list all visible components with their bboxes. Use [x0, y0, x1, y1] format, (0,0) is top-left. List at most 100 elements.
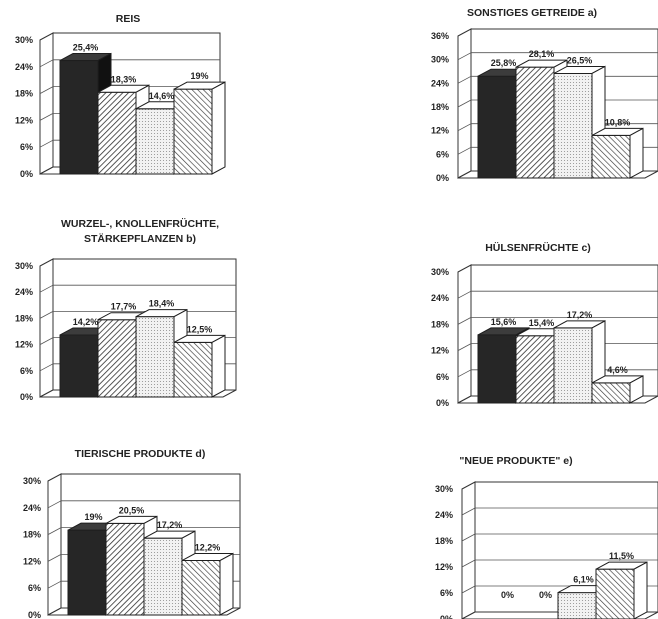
bar-chart-svg: WURZEL-, KNOLLENFRÜCHTE, STÄRKEPFLANZEN b… — [15, 217, 237, 402]
bar-value-label: 17,7% — [111, 302, 137, 312]
y-tick-label: 18% — [431, 102, 449, 112]
gridline-side — [461, 533, 476, 542]
gridline-side — [461, 585, 476, 594]
chart-side-wall — [47, 473, 62, 616]
bar — [173, 81, 226, 175]
gridline-side — [39, 59, 54, 68]
bar-value-label: 0% — [539, 590, 552, 600]
chart-title: TIERISCHE PRODUKTE d) — [75, 448, 206, 460]
y-tick-label: 12% — [15, 340, 33, 350]
gridline-side — [47, 527, 62, 535]
gridline-side — [39, 337, 54, 345]
y-tick-label: 24% — [435, 510, 453, 520]
y-tick-label: 24% — [15, 287, 33, 297]
bar-value-label: 28,1% — [529, 49, 555, 59]
y-tick-label: 0% — [440, 614, 453, 619]
bar-value-label: 12,5% — [187, 324, 213, 334]
y-tick-label: 18% — [15, 313, 33, 323]
y-tick-label: 24% — [431, 78, 449, 88]
gridline-side — [39, 284, 54, 293]
gridline-side — [39, 86, 54, 94]
y-tick-label: 36% — [431, 31, 449, 41]
y-tick-label: 6% — [440, 588, 453, 598]
gridline-side — [457, 75, 472, 84]
bar-value-label: 14,6% — [149, 91, 175, 101]
chart-panel-huelsenfruechte: HÜLSENFRÜCHTE c) 0% 6% 12% 18% 24% 30% 15,6% 15,… — [410, 206, 658, 416]
chart-title: WURZEL-, KNOLLENFRÜCHTE, — [61, 217, 219, 230]
bar-value-label: 17,2% — [567, 310, 593, 320]
y-tick-label: 12% — [23, 556, 41, 566]
bar-value-label: 17,2% — [157, 520, 183, 530]
bar — [173, 334, 226, 398]
y-tick-label: 12% — [435, 562, 453, 572]
y-tick-label: 30% — [431, 55, 449, 65]
y-tick-label: 6% — [20, 142, 33, 152]
bar-value-label: 19% — [84, 512, 102, 522]
bar-chart-svg: HÜLSENFRÜCHTE c) 0% 6% 12% 18% 24% 30% 15,6% 15,… — [431, 241, 658, 408]
y-tick-label: 24% — [15, 62, 33, 72]
bar-value-label: 4,6% — [607, 365, 628, 375]
bar-value-label: 20,5% — [119, 505, 145, 515]
y-tick-label: 6% — [28, 583, 41, 593]
y-tick-label: 18% — [15, 89, 33, 99]
y-tick-label: 12% — [431, 346, 449, 356]
gridline-side — [39, 363, 54, 372]
y-tick-label: 30% — [23, 476, 41, 486]
chart-panel-reis: REIS 0% 6% 12% 18% 24% 30% 25,4% 18,3% 14,6% 19% — [0, 0, 330, 206]
y-tick-label: 24% — [431, 293, 449, 303]
y-tick-label: 6% — [20, 366, 33, 376]
bar-value-label: 0% — [501, 590, 514, 600]
chart-panel-sonstiges-getreide: SONSTIGES GETREIDE a) 0% 6% 12% 18% 24% 30% 36%… — [410, 0, 658, 206]
chart-side-wall — [457, 264, 472, 404]
bar-value-label: 25,4% — [73, 43, 99, 53]
bar-value-label: 11,5% — [609, 551, 634, 561]
gridline-side — [457, 290, 472, 299]
gridline-side — [457, 146, 472, 155]
bar-value-label: 26,5% — [567, 55, 593, 65]
y-tick-label: 30% — [435, 484, 453, 494]
gridline-side — [457, 123, 472, 132]
bar — [595, 561, 648, 619]
chart-title: SONSTIGES GETREIDE a) — [467, 7, 597, 19]
y-tick-label: 6% — [436, 149, 449, 159]
y-tick-label: 6% — [436, 372, 449, 382]
chart-side-wall — [39, 32, 54, 175]
bar-chart-svg: TIERISCHE PRODUKTE d) 0% 6% 12% 18% 24% 30% 19%… — [23, 448, 241, 619]
chart-title: "NEUE PRODUKTE" e) — [459, 455, 572, 467]
gridline-side — [457, 52, 472, 61]
chart-title: STÄRKEPFLANZEN b) — [84, 232, 196, 245]
bar — [591, 127, 644, 179]
bar-value-label: 15,4% — [529, 318, 555, 328]
bar — [591, 375, 644, 404]
bar-value-label: 6,1% — [573, 575, 594, 585]
bar-value-label: 12,2% — [195, 543, 221, 553]
gridline-side — [457, 343, 472, 351]
gridline-side — [457, 99, 472, 108]
gridline-side — [457, 369, 472, 378]
y-tick-label: 0% — [436, 173, 449, 183]
gridline-side — [39, 139, 54, 148]
bar-value-label: 10,8% — [605, 117, 631, 127]
gridline-side — [461, 507, 476, 516]
gridline-side — [39, 311, 54, 319]
gridline-side — [457, 317, 472, 325]
y-tick-label: 30% — [431, 267, 449, 277]
y-tick-label: 0% — [28, 610, 41, 619]
bar-value-label: 25,8% — [491, 58, 517, 68]
y-tick-label: 0% — [436, 398, 449, 408]
gridline-side — [47, 554, 62, 562]
y-tick-label: 30% — [15, 261, 33, 271]
bar-value-label: 18,4% — [149, 299, 175, 309]
y-tick-label: 18% — [431, 319, 449, 329]
chart-title: REIS — [116, 13, 141, 25]
y-tick-label: 18% — [23, 530, 41, 540]
bar — [181, 552, 234, 616]
gridline-side — [39, 113, 54, 121]
chart-side-wall — [39, 258, 54, 398]
chart-title: HÜLSENFRÜCHTE c) — [485, 241, 591, 254]
bar-value-label: 19% — [190, 71, 208, 81]
y-tick-label: 12% — [431, 126, 449, 136]
bar-value-label: 18,3% — [111, 74, 137, 84]
gridline-side — [47, 580, 62, 589]
y-tick-label: 24% — [23, 503, 41, 513]
